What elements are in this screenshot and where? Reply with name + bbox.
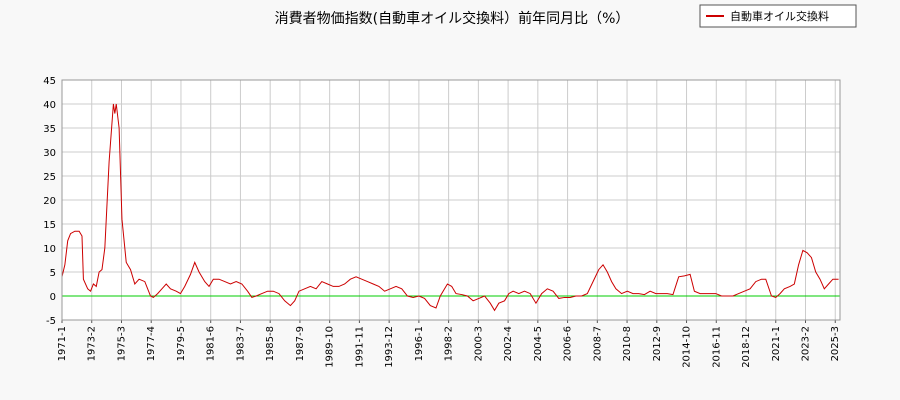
x-tick-label: 2023-2: [800, 326, 811, 361]
y-tick-label: -5: [46, 316, 56, 327]
x-tick-label: 2002-4: [503, 326, 514, 361]
y-tick-label: 20: [43, 196, 56, 207]
x-tick-label: 2014-10: [682, 326, 693, 368]
x-tick-label: 1985-8: [265, 326, 276, 361]
x-tick-label: 1996-1: [414, 326, 425, 361]
legend: 自動車オイル交換料: [699, 4, 857, 28]
x-tick-label: 1993-12: [384, 326, 395, 368]
series-layer: [61, 103, 840, 312]
x-tick-label: 1977-4: [146, 326, 157, 361]
y-tick-label: 15: [43, 220, 56, 231]
y-tick-label: 45: [43, 76, 56, 87]
x-tick-label: 2016-11: [711, 326, 722, 368]
x-tick-label: 2010-8: [622, 326, 633, 361]
x-tick-label: 1971-1: [57, 326, 68, 361]
x-tick-label: 2006-6: [563, 326, 574, 361]
legend-box: [699, 4, 857, 28]
x-tick-label: 1983-7: [235, 326, 246, 361]
x-tick-label: 2025-3: [830, 326, 841, 361]
y-tick-label: 30: [43, 148, 56, 159]
x-tick-label: 1987-9: [295, 326, 306, 361]
y-tick-label: 5: [50, 268, 56, 279]
x-tick-label: 1979-5: [176, 326, 187, 361]
y-tick-label: 40: [43, 100, 56, 111]
x-tick-label: 2008-7: [592, 326, 603, 361]
x-tick-label: 1981-6: [206, 326, 217, 361]
y-tick-label: 10: [43, 244, 56, 255]
y-tick-label: 0: [50, 292, 56, 303]
chart-title: 消費者物価指数(自動車オイル交換料）前年同月比（%）: [275, 10, 630, 27]
x-axis-ticks: 1971-1 1973-2 1975-3 1977-4 1979-5 1981-6 1983…: [57, 320, 841, 368]
x-tick-label: 2021-1: [771, 326, 782, 361]
series-line-oil-change: [61, 103, 839, 312]
x-tick-label: 1998-2: [444, 326, 455, 361]
y-tick-label: 35: [43, 124, 56, 135]
x-tick-label: 1989-10: [325, 326, 336, 368]
x-tick-label: 2012-9: [652, 326, 663, 361]
legend-label: 自動車オイル交換料: [730, 9, 829, 23]
x-tick-label: 1973-2: [87, 326, 98, 361]
x-tick-label: 2018-12: [741, 326, 752, 368]
x-tick-label: 1991-11: [354, 326, 365, 368]
plot-border: [61, 79, 841, 321]
x-tick-label: 2004-5: [533, 326, 544, 361]
y-tick-label: 25: [43, 172, 56, 183]
y-axis-ticks: -5 0 5 10 15 20 25 30 35 40 45: [43, 76, 56, 327]
x-tick-label: 2000-3: [473, 326, 484, 361]
x-tick-label: 1975-3: [116, 326, 127, 361]
